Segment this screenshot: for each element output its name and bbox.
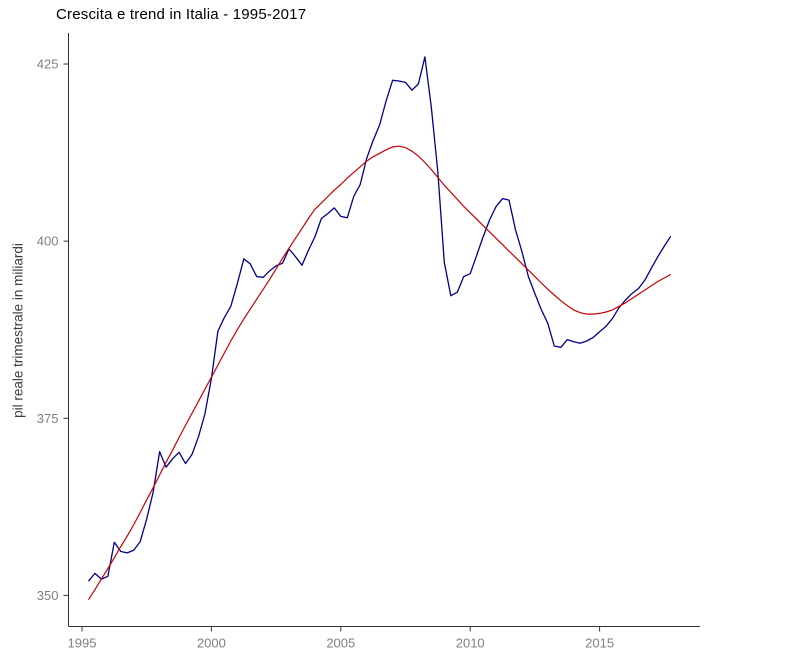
x-tick-label: 2010 xyxy=(456,636,485,651)
series-line-gdp xyxy=(87,56,672,582)
y-tick-label: 425 xyxy=(37,57,59,72)
series-line-trend xyxy=(87,145,672,601)
y-tick-label: 375 xyxy=(37,411,59,426)
chart-title: Crescita e trend in Italia - 1995-2017 xyxy=(56,6,307,23)
y-tick-label: 400 xyxy=(37,234,59,249)
x-tick-label: 1995 xyxy=(68,636,97,651)
x-tick-label: 2000 xyxy=(197,636,226,651)
x-tick-label: 2015 xyxy=(585,636,614,651)
x-tick-label: 2005 xyxy=(326,636,355,651)
y-tick-label: 350 xyxy=(37,588,59,603)
